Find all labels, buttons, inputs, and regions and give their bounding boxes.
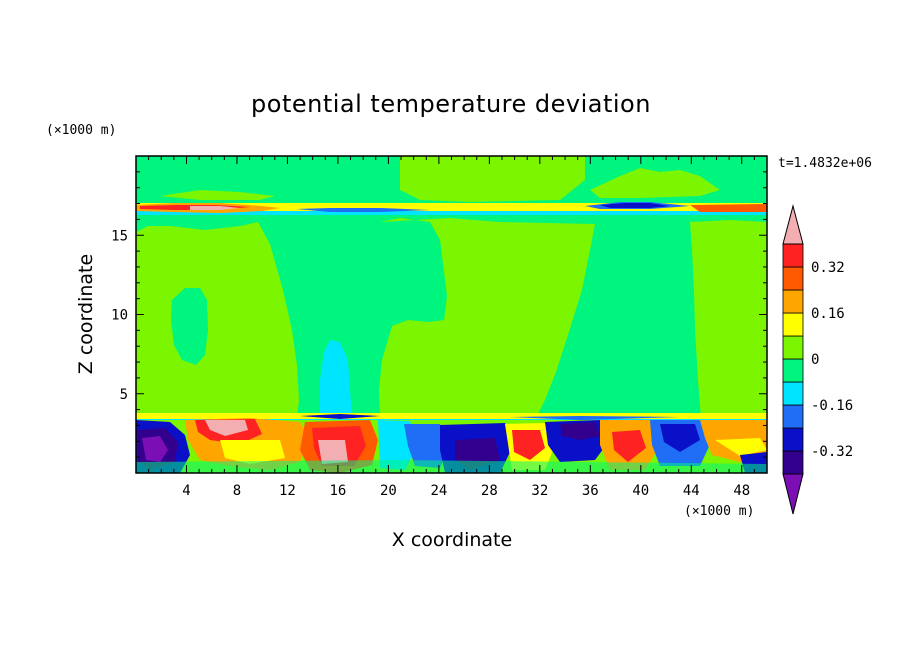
- field-region-upper-left: [160, 190, 275, 200]
- field-region-bl-min-west: [142, 436, 168, 462]
- colorbar: -0.32 -0.16 0 0.16 0.32: [782, 204, 853, 515]
- field-region-tropopause-peak: [190, 206, 240, 210]
- x-tick-label: 12: [279, 483, 296, 499]
- colorbar-bin: [782, 450, 804, 475]
- field-region-bl-hot-east-2: [612, 430, 646, 462]
- colorbar-label: 0: [811, 352, 819, 368]
- x-tick-label: 16: [329, 483, 346, 499]
- field-region-bl-yellow: [220, 440, 285, 464]
- colorbar-bin: [782, 266, 804, 291]
- x-tick-label: 8: [233, 483, 241, 499]
- field-region-bl-cold-east-2: [660, 424, 700, 452]
- colorbar-label: -0.32: [811, 444, 853, 460]
- time-label: t=1.4832e+06: [778, 156, 872, 171]
- field-region-cyan-band: [136, 210, 767, 215]
- y-tick-label: 5: [120, 387, 128, 403]
- colorbar-bin: [782, 404, 804, 429]
- colorbar-bin: [782, 312, 804, 337]
- colorbar-bin: [782, 243, 804, 268]
- colorbar-bin: [782, 358, 804, 383]
- field-region-bl-hot-east: [512, 430, 545, 460]
- x-tick-label: 40: [632, 483, 649, 499]
- field-region-bl-peak-center: [318, 440, 348, 464]
- x-axis-label: X coordinate: [392, 529, 512, 551]
- colorbar-bin: [782, 381, 804, 406]
- x-tick-label: 24: [430, 483, 447, 499]
- field-region-inversion: [136, 413, 767, 419]
- field-region-inversion-dark: [510, 416, 680, 420]
- field-region-mid-left: [171, 288, 208, 365]
- field-region-cyan-plume: [320, 340, 352, 415]
- x-tick-label: 20: [380, 483, 397, 499]
- y-unit-label: (×1000 m): [46, 123, 116, 138]
- heatmap-field: [136, 156, 767, 473]
- x-tick-label: 44: [683, 483, 700, 499]
- field-region-lower-left: [136, 222, 299, 420]
- colorbar-label: 0.16: [811, 306, 845, 322]
- colorbar-label: -0.16: [811, 398, 853, 414]
- field-region-tropopause: [136, 203, 767, 211]
- x-unit-label: (×1000 m): [684, 504, 754, 519]
- y-axis-label: Z coordinate: [75, 254, 97, 374]
- x-tick-label: 4: [182, 483, 190, 499]
- colorbar-lower-extension: [782, 473, 804, 515]
- field-region-tropopause-coldest: [600, 203, 670, 208]
- x-tick-label: 48: [733, 483, 750, 499]
- colorbar-label: 0.32: [811, 260, 845, 276]
- field-region-inversion-blue: [300, 414, 380, 419]
- field-region-bl-yellow-far-east: [715, 438, 767, 456]
- x-tick-label: 36: [582, 483, 599, 499]
- colorbar-upper-extension: [782, 204, 804, 245]
- y-tick-label: 10: [111, 308, 128, 324]
- field-region-upper-stratosphere: [400, 156, 585, 202]
- colorbar-bin: [782, 427, 804, 452]
- y-tick-label: 15: [111, 228, 128, 244]
- field-region-tropopause-east: [690, 204, 767, 212]
- field-region-bl-peak: [205, 420, 248, 436]
- x-tick-label: 32: [531, 483, 548, 499]
- field-region-center: [379, 218, 595, 418]
- field-region-bl-cyan-surface: [136, 460, 767, 473]
- field-region-right: [690, 220, 767, 418]
- colorbar-bin: [782, 335, 804, 360]
- field-region-bl-coldest-east: [560, 422, 600, 440]
- field-region-upper-right: [590, 168, 720, 198]
- colorbar-bin: [782, 289, 804, 314]
- field-region-tropopause-blue: [296, 208, 430, 212]
- x-tick-label: 28: [481, 483, 498, 499]
- field-region-bl-blue-center: [404, 424, 450, 468]
- chart-title: potential temperature deviation: [251, 90, 651, 118]
